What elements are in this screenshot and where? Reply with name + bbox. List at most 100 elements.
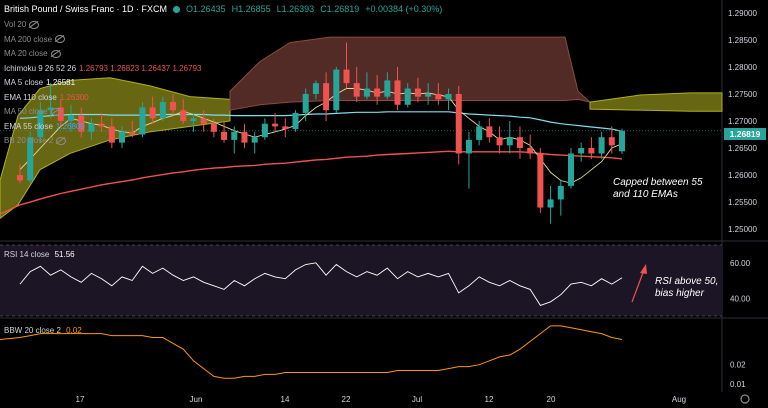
bbw-tick-label: 0.02 [730, 361, 746, 370]
candle-body [17, 175, 23, 181]
candle-body [619, 130, 625, 152]
legend-item[interactable]: Ichimoku 9 26 52 26 1.26793 1.26823 1.264… [4, 63, 201, 75]
price-axis[interactable]: 1.29000 1.28500 1.28000 1.27500 1.27000 1.265… [728, 9, 757, 389]
candle-body [394, 80, 401, 105]
candle-body [578, 148, 585, 154]
bbw-line [19, 325, 623, 379]
eye-hidden-icon[interactable] [56, 136, 67, 145]
annotation-arrows [631, 264, 647, 303]
candle-body [231, 131, 238, 140]
candle-body [119, 131, 126, 143]
rsi-annotation-line2: bias higher [655, 288, 704, 299]
symbol-title[interactable]: British Pound / Swiss Franc · 1D · FXCM [4, 4, 168, 14]
bbw-tick-label: 0.01 [730, 380, 746, 389]
candle-body [363, 88, 370, 97]
candle-body [27, 137, 34, 181]
price-tick-label: 1.25500 [728, 198, 757, 207]
time-tick-label: Jul [412, 395, 422, 404]
legend-item[interactable]: MA 50 close [4, 106, 61, 118]
candle-body [312, 83, 319, 94]
candle-body [445, 93, 452, 100]
price-tick-label: 1.26500 [728, 144, 757, 153]
candle-body [547, 199, 554, 208]
cloud-bear-segment [229, 36, 592, 111]
candle-body [88, 123, 95, 132]
legend-label: EMA 110 close [4, 92, 57, 102]
rsi-arrow-line [631, 269, 645, 303]
time-axis[interactable]: 17 Jun 14 22 Jul 12 20 Aug [76, 394, 750, 404]
ema110-extension [0, 204, 21, 215]
candle-body [567, 153, 574, 186]
candle-body [425, 93, 432, 97]
bbw-label: BBW 20 close 2 [4, 326, 61, 335]
legend-label: MA 20 close [4, 49, 48, 58]
candle-body [343, 69, 350, 84]
legend-label: BB 20 close 2 [4, 136, 54, 145]
legend-item[interactable]: MA 5 close 1.26581 [4, 77, 75, 89]
eye-hidden-icon[interactable] [50, 49, 61, 58]
price-tick-label: 1.26000 [728, 171, 757, 180]
settings-gear-icon[interactable] [740, 394, 750, 404]
time-tick-label: 20 [547, 395, 556, 404]
rsi-label: RSI 14 close [4, 250, 50, 259]
candle-body [98, 123, 105, 127]
rsi-value: 51.56 [54, 250, 75, 259]
candle-body [210, 123, 217, 132]
candle-body [384, 80, 391, 97]
candle-body [241, 131, 248, 143]
candle-body [506, 137, 513, 146]
change-value: +0.00384 (+0.30%) [365, 4, 443, 14]
rsi-arrow-head [640, 264, 647, 274]
eye-hidden-icon[interactable] [55, 35, 66, 44]
rsi-tick-label: 60.00 [730, 259, 751, 268]
grid-lines [0, 0, 768, 392]
candle-body [527, 148, 534, 154]
candle-body [537, 153, 544, 208]
bbw-extension [0, 337, 21, 340]
candle-body [455, 93, 462, 154]
rsi-tick-label: 40.00 [730, 294, 751, 303]
legend-item[interactable]: MA 200 close [4, 34, 66, 46]
candle-body [282, 126, 289, 130]
legend-value: 1.26793 1.26823 1.26437 1.26793 [79, 63, 202, 73]
current-price-tag: 1.26819 [724, 128, 766, 140]
rsi-legend[interactable]: RSI 14 close 51.56 [4, 249, 75, 261]
cloud-bull-segment [589, 92, 723, 112]
time-tick-label: 12 [485, 395, 494, 404]
candle-body [78, 115, 85, 132]
legend-item[interactable]: BB 20 close 2 [4, 135, 67, 147]
candle-body [557, 185, 564, 200]
candle-body [404, 88, 411, 105]
main-annotation-line2: and 110 EMAs [613, 189, 678, 200]
legend-item[interactable]: EMA 110 close 1.26300 [4, 92, 89, 104]
candle-body [486, 126, 493, 138]
eye-hidden-icon[interactable] [50, 107, 61, 116]
legend-value: 1.26581 [46, 78, 76, 87]
time-tick-label: Aug [672, 395, 686, 404]
candle-body [323, 83, 330, 111]
bbw-legend[interactable]: BBW 20 close 2 0.02 [4, 325, 82, 337]
legend-item[interactable]: MA 20 close [4, 48, 61, 60]
bbw-value: 0.02 [66, 326, 82, 335]
candle-body [180, 110, 187, 121]
candles [17, 42, 625, 224]
candle-body [47, 107, 54, 111]
candle-body [221, 131, 228, 140]
eye-hidden-icon[interactable] [29, 20, 40, 29]
rsi-annotation-line1: RSI above 50, [655, 276, 719, 287]
high-value: H1.26855 [231, 4, 271, 14]
candle-body [251, 137, 258, 143]
price-tick-label: 1.27500 [728, 90, 757, 99]
time-tick-label: Jun [190, 395, 203, 404]
candle-body [129, 131, 136, 135]
price-tick-label: 1.29000 [728, 9, 757, 18]
candle-body [261, 123, 268, 138]
ema110-line [19, 150, 623, 206]
candle-body [598, 137, 605, 154]
candle-body [588, 148, 595, 154]
rsi-band [0, 245, 722, 316]
legend-item[interactable]: EMA 55 close 1.26809 [4, 121, 85, 133]
candle-body [190, 118, 197, 121]
legend-item[interactable]: Vol 20 [4, 19, 40, 31]
